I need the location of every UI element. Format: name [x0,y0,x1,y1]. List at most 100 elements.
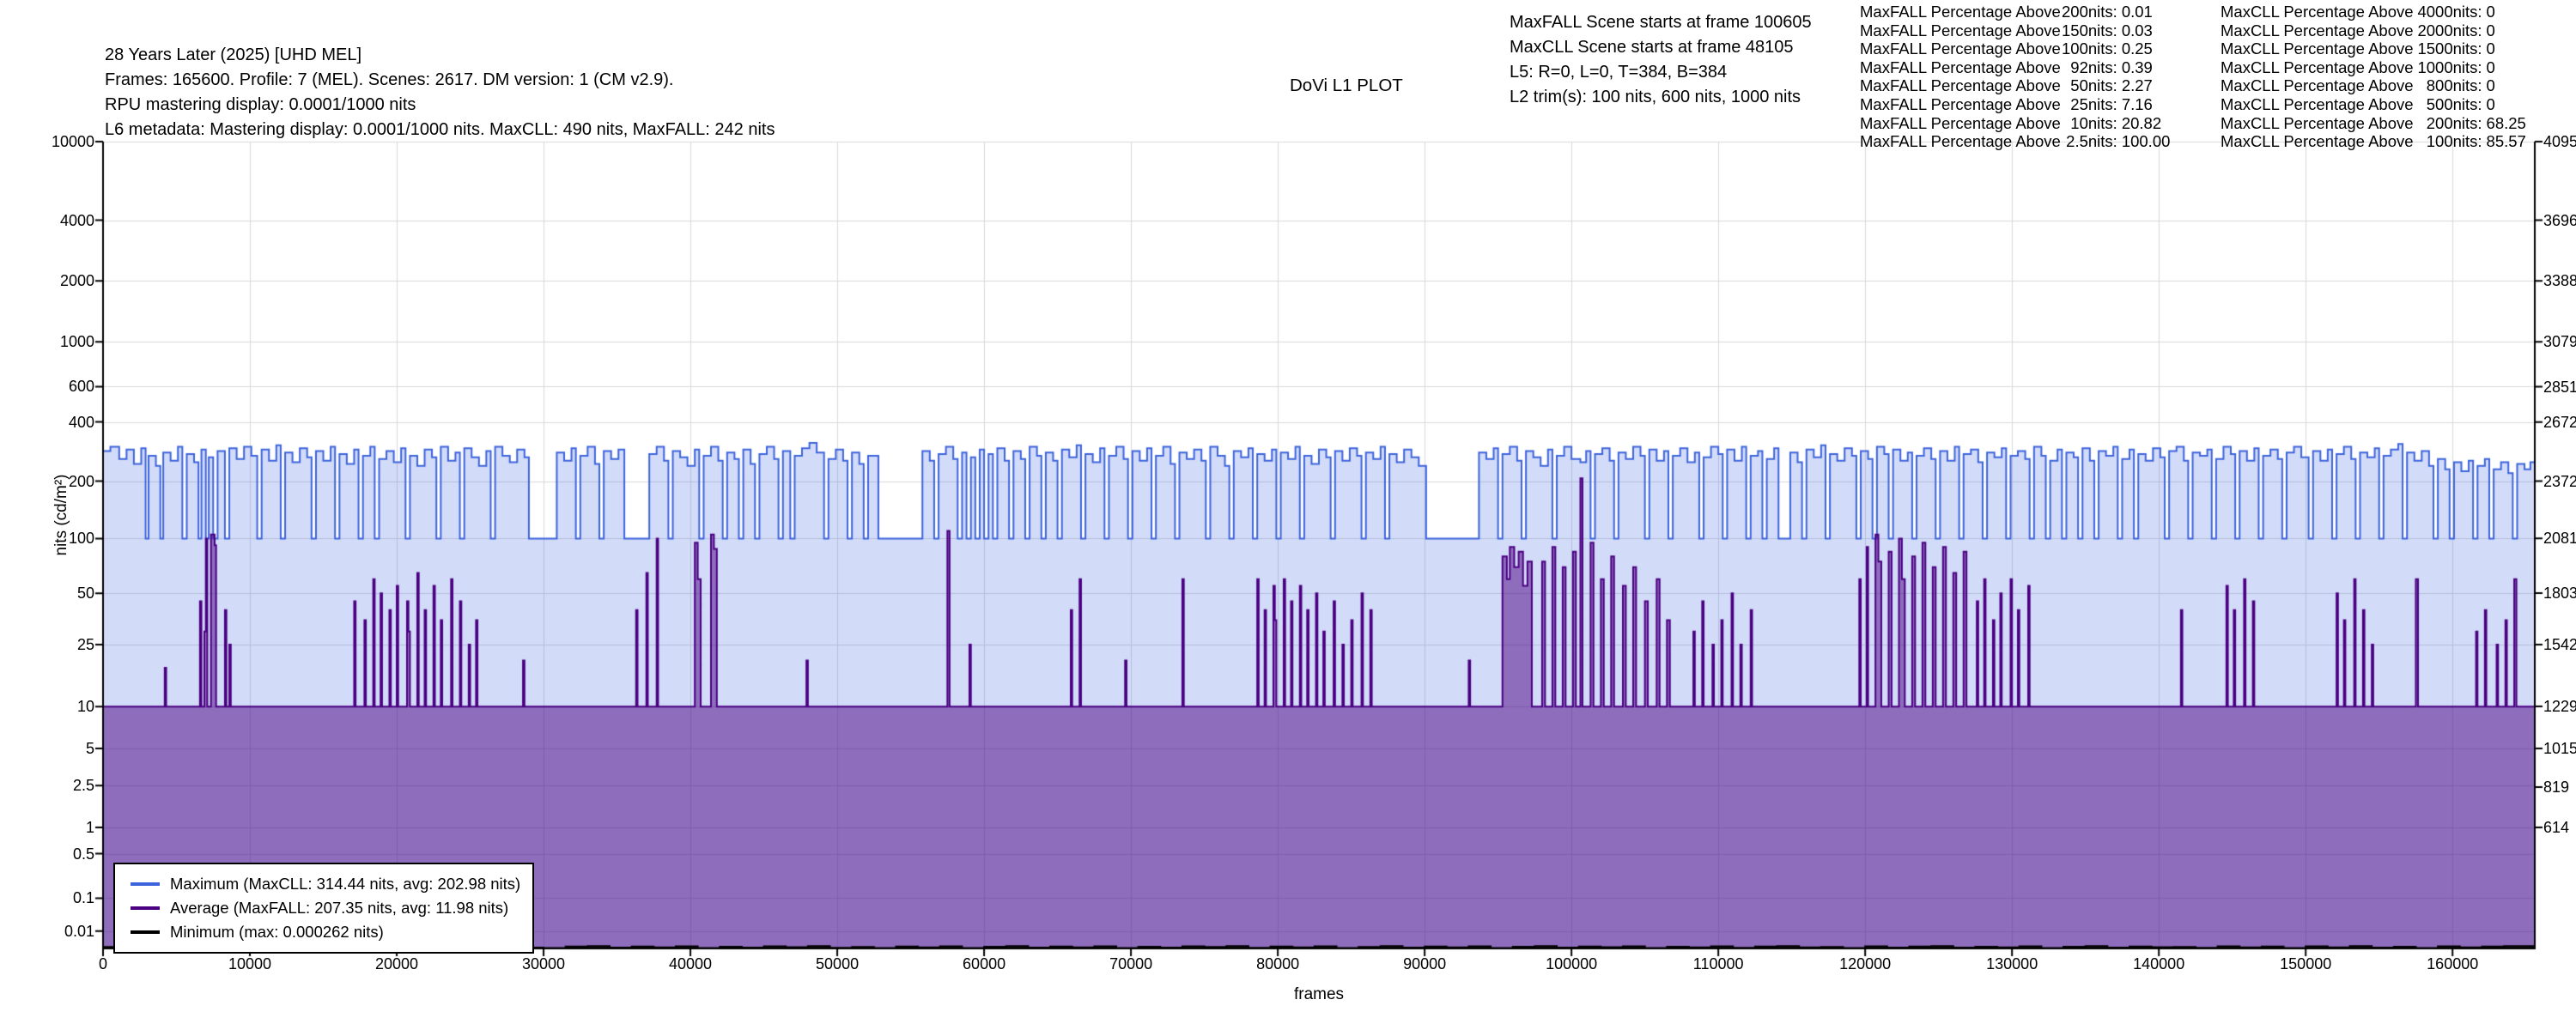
percentage-threshold: 25nits: [2070,94,2117,113]
percentage-value: 0 [2486,3,2495,21]
header-block: 28 Years Later (2025) [UHD MEL] Frames: … [105,43,775,142]
y-tick-label-left: 1 [85,819,94,837]
y-tick-label-right: 1542 [2543,636,2576,654]
maxfall_percentages-row: MaxFALL Percentage Above 92nits: 0.39 [1860,58,2170,77]
maxfall_percentages-row: MaxFALL Percentage Above 100nits: 0.25 [1860,39,2170,58]
y-tick-label-left: 10000 [51,133,94,150]
y-tick-label-right: 1229 [2543,697,2576,715]
y-tick-label-right: 1015 [2543,740,2576,757]
percentage-label: MaxFALL Percentage Above [1860,58,2061,76]
percentage-label: MaxCLL Percentage Above [2221,58,2414,76]
y-tick-label-left: 5 [85,740,94,758]
percentage-threshold: 200nits: [2062,3,2117,21]
legend-item-label: Maximum (MaxCLL: 314.44 nits, avg: 202.9… [170,875,521,893]
legend-swatch-line [131,906,160,910]
x-axis-title: frames [1293,985,1345,1003]
y-tick-label-right: 2672 [2543,413,2576,431]
x-tick-label: 80000 [1256,955,1300,972]
percentage-value: 0 [2486,21,2495,39]
percentage-threshold: 800nits: [2426,76,2482,95]
percentage-label: MaxCLL Percentage Above [2221,94,2414,113]
y-tick-label-right: 2372 [2543,472,2576,490]
x-tick-label: 100000 [1546,955,1598,972]
y-tick-label-left: 25 [76,636,94,654]
legend-item: Maximum (MaxCLL: 314.44 nits, avg: 202.9… [125,872,520,896]
maxcll_percentages-row: MaxCLL Percentage Above 1500nits: 0 [2221,39,2526,58]
x-tick-label: 10000 [228,955,272,972]
maxcll_percentages-row: MaxCLL Percentage Above 2000nits: 0 [2221,21,2526,40]
y-tick-label-left: 400 [68,413,94,431]
y-tick-label-left: 2.5 [72,777,94,795]
y-tick-label-left: 0.01 [64,922,94,940]
y-tick-label-right: 4095 [2543,133,2576,150]
maxcll_percentages-row: MaxCLL Percentage Above 500nits: 0 [2221,95,2526,114]
maxfall_percentages-row: MaxFALL Percentage Above 150nits: 0.03 [1860,21,2170,40]
y-tick-label-right: 2851 [2543,378,2576,396]
y-tick-label-left: 4000 [59,211,94,229]
y-tick-label-right: 2081 [2543,530,2576,548]
x-tick-label: 150000 [2280,955,2332,972]
percentage-label: MaxFALL Percentage Above [1860,132,2061,151]
percentage-threshold: 100nits: [2426,132,2482,151]
maxfall_percentages-row: MaxFALL Percentage Above 200nits: 0.01 [1860,3,2170,21]
legend-swatch-line [131,882,160,886]
percentage-value: 68.25 [2486,113,2526,132]
percentage-label: MaxFALL Percentage Above [1860,21,2061,39]
legend: Maximum (MaxCLL: 314.44 nits, avg: 202.9… [113,863,535,954]
percentage-threshold: 50nits: [2070,76,2117,95]
y-tick-label-left: 0.5 [72,845,94,863]
y-tick-label-left: 1000 [59,333,94,351]
percentage-value: 7.16 [2121,94,2153,113]
percentage-threshold: 2000nits: [2417,21,2482,39]
x-tick-label: 110000 [1692,955,1744,972]
percentage-label: MaxCLL Percentage Above [2221,3,2414,21]
percentage-threshold: 150nits: [2062,21,2117,39]
y-tick-label-left: 50 [76,585,94,603]
maxfall_percentages-row: MaxFALL Percentage Above 10nits: 20.82 [1860,114,2170,133]
maxcll_percentages-row: MaxCLL Percentage Above 4000nits: 0 [2221,3,2526,21]
percentage-threshold: 1000nits: [2417,58,2482,76]
y-tick-label-left: 10 [76,698,94,716]
legend-item-label: Minimum (max: 0.000262 nits) [170,923,384,941]
percentage-value: 0 [2486,58,2495,76]
scene-info-line: MaxCLL Scene starts at frame 48105 [1510,38,1794,57]
x-tick-label: 40000 [669,955,713,972]
title: 28 Years Later (2025) [UHD MEL] [105,45,362,64]
percentage-threshold: 92nits: [2070,58,2117,76]
legend-item: Minimum (max: 0.000262 nits) [125,920,520,944]
percentage-label: MaxFALL Percentage Above [1860,94,2061,113]
percentage-threshold: 4000nits: [2417,3,2482,21]
percentage-value: 0 [2486,39,2495,58]
y-tick-label-right: 3079 [2543,333,2576,351]
maxcll-percentage-column: MaxCLL Percentage Above 4000nits: 0 MaxCLL … [2221,3,2526,151]
percentage-value: 0 [2486,76,2495,95]
maxfall-percentage-column: MaxFALL Percentage Above 200nits: 0.01 MaxF… [1860,3,2170,151]
maxfall_percentages-row: MaxFALL Percentage Above 50nits: 2.27 [1860,76,2170,95]
percentage-value: 0 [2486,94,2495,113]
x-tick-label: 130000 [1986,955,2038,972]
y-tick-label-right: 3388 [2543,272,2576,290]
percentage-value: 20.82 [2121,113,2162,132]
maxcll_percentages-row: MaxCLL Percentage Above 1000nits: 0 [2221,58,2526,77]
percentage-value: 85.57 [2486,132,2526,151]
percentage-value: 0.01 [2121,3,2153,21]
y-tick-label-right: 3696 [2543,211,2576,229]
rpu-mastering-line: RPU mastering display: 0.0001/1000 nits [105,95,416,114]
percentage-label: MaxCLL Percentage Above [2221,113,2414,132]
percentage-label: MaxCLL Percentage Above [2221,76,2414,95]
scene-info-line: MaxFALL Scene starts at frame 100605 [1510,13,1812,32]
percentage-label: MaxFALL Percentage Above [1860,113,2061,132]
percentage-threshold: 500nits: [2426,94,2482,113]
y-tick-label-left: 100 [68,530,94,548]
percentage-label: MaxCLL Percentage Above [2221,39,2414,58]
percentage-value: 0.39 [2121,58,2153,76]
percentage-label: MaxFALL Percentage Above [1860,3,2061,21]
percentage-label: MaxFALL Percentage Above [1860,76,2061,95]
y-tick-label-left: 0.1 [72,889,94,907]
frames-profile-line: Frames: 165600. Profile: 7 (MEL). Scenes… [105,70,674,89]
x-tick-label: 30000 [522,955,566,972]
y-tick-label-left: 2000 [59,272,94,290]
x-tick-label: 50000 [816,955,860,972]
legend-item: Average (MaxFALL: 207.35 nits, avg: 11.9… [125,896,520,920]
